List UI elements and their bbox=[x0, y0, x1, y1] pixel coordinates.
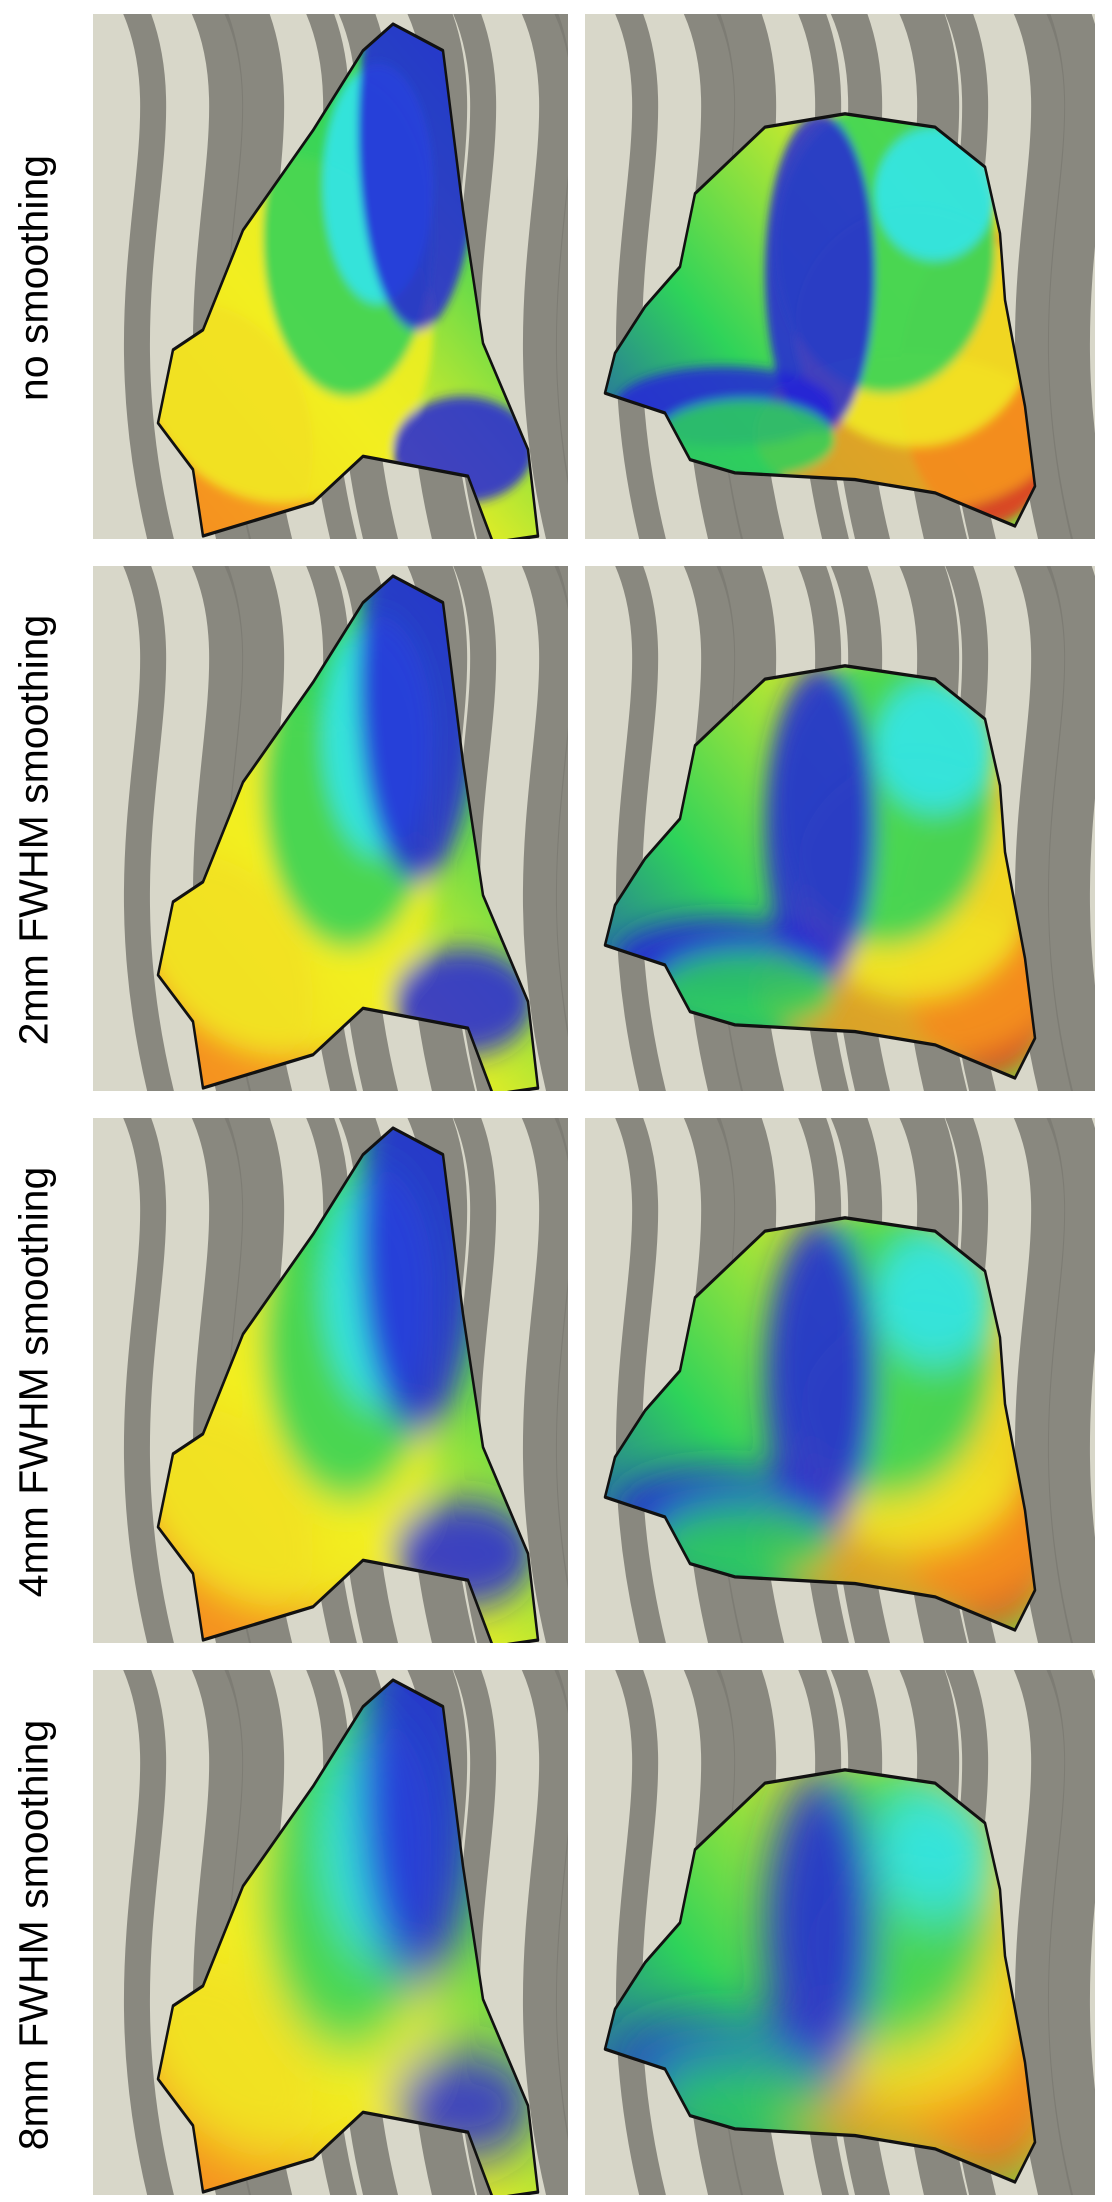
row-label-text: 2mm FWHM smoothing bbox=[10, 614, 57, 1046]
row-label-text: no smoothing bbox=[10, 154, 57, 402]
brain-map-row1-right bbox=[585, 14, 1095, 539]
brain-map-row3-right bbox=[585, 1118, 1095, 1643]
brain-map-row2-left bbox=[93, 566, 568, 1091]
brain-map-row2-right bbox=[585, 566, 1095, 1091]
brain-map-row4-left bbox=[93, 1670, 568, 2195]
brain-map-row4-right bbox=[585, 1670, 1095, 2195]
brain-map-row1-left bbox=[93, 14, 568, 539]
row-label-text: 8mm FWHM smoothing bbox=[10, 1719, 57, 2151]
row-label-text: 4mm FWHM smoothing bbox=[10, 1166, 57, 1598]
brain-map-row3-left bbox=[93, 1118, 568, 1643]
